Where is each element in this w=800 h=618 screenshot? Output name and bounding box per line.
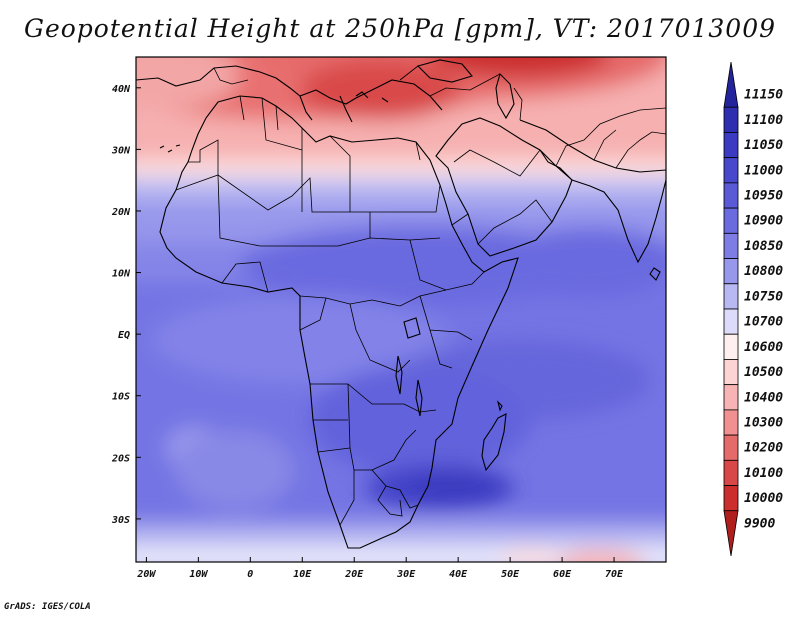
colorbar-swatch — [723, 207, 739, 234]
colorbar-label: 11050 — [744, 138, 783, 153]
colorbar-swatch — [723, 258, 739, 285]
axis-ticks: 40N 30N 20N 10N EQ 10S 20S 30S 20W 10W 0 10E 20E 30E 4… — [111, 84, 624, 580]
colorbar-swatch — [723, 485, 739, 512]
map-title: Geopotential Height at 250hPa [gpm], VT:… — [23, 14, 777, 43]
colorbar-label: 10600 — [744, 340, 783, 355]
colorbar-swatch — [723, 510, 739, 557]
colorbar-swatch — [723, 359, 739, 386]
lon-tick-label: 10E — [293, 569, 312, 580]
lon-tick-label: 30E — [396, 569, 416, 580]
colorbar-swatch — [723, 283, 739, 310]
colorbar-label: 10400 — [744, 390, 783, 405]
colorbar-label: 10850 — [744, 239, 783, 254]
lon-tick-label: 20E — [344, 569, 364, 580]
colorbar-label: 10500 — [744, 365, 783, 380]
colorbar: 11150 11100 11050 11000 10950 10900 10850 10800… — [723, 61, 783, 557]
colorbar-label: 10800 — [744, 264, 783, 279]
colorbar-label: 9900 — [744, 516, 775, 531]
colorbar-label: 10300 — [744, 416, 783, 431]
lat-tick-label: EQ — [118, 330, 130, 341]
colorbar-label: 10200 — [744, 441, 783, 456]
colorbar-swatch — [723, 132, 739, 159]
lat-tick-label: 20S — [111, 453, 130, 464]
colorbar-swatch — [723, 384, 739, 411]
colorbar-swatch — [723, 434, 739, 461]
lon-tick-label: 0 — [247, 569, 253, 580]
colorbar-swatch — [723, 308, 739, 335]
lon-tick-label: 50E — [501, 569, 520, 580]
lon-tick-label: 40E — [449, 569, 468, 580]
colorbar-label: 10000 — [744, 491, 783, 506]
colorbar-swatch — [723, 459, 739, 486]
colorbar-label: 10700 — [744, 315, 783, 330]
colorbar-swatch — [723, 182, 739, 209]
colorbar-label: 10750 — [744, 289, 783, 304]
colorbar-label: 11000 — [744, 163, 783, 178]
lat-tick-label: 30S — [111, 515, 130, 526]
colorbar-swatch — [723, 333, 739, 360]
lon-tick-label: 70E — [605, 569, 624, 580]
lon-tick-label: 20W — [136, 569, 156, 580]
colorbar-swatch — [723, 409, 739, 436]
country-borders — [175, 65, 666, 526]
colorbar-label: 11150 — [744, 88, 783, 103]
colorbar-swatch — [723, 157, 739, 184]
lat-tick-label: 40N — [112, 84, 131, 95]
colorbar-label: 10100 — [744, 466, 783, 481]
colorbar-swatch — [723, 61, 739, 108]
lat-tick-label: 10S — [112, 392, 130, 403]
colorbar-label: 10950 — [744, 189, 783, 204]
lat-tick-label: 10N — [112, 269, 131, 280]
colorbar-swatch — [723, 232, 739, 259]
plot-frame — [135, 56, 667, 563]
credit-label: GrADS: IGES/COLA — [4, 602, 91, 612]
lon-tick-label: 60E — [553, 569, 572, 580]
colorbar-label: 10900 — [744, 214, 783, 229]
colorbar-swatch — [723, 106, 739, 133]
lat-tick-label: 30N — [111, 145, 131, 156]
lon-tick-label: 10W — [189, 569, 208, 580]
lat-tick-label: 20N — [111, 207, 131, 218]
height-field — [136, 57, 666, 562]
colorbar-label: 11100 — [744, 113, 783, 128]
